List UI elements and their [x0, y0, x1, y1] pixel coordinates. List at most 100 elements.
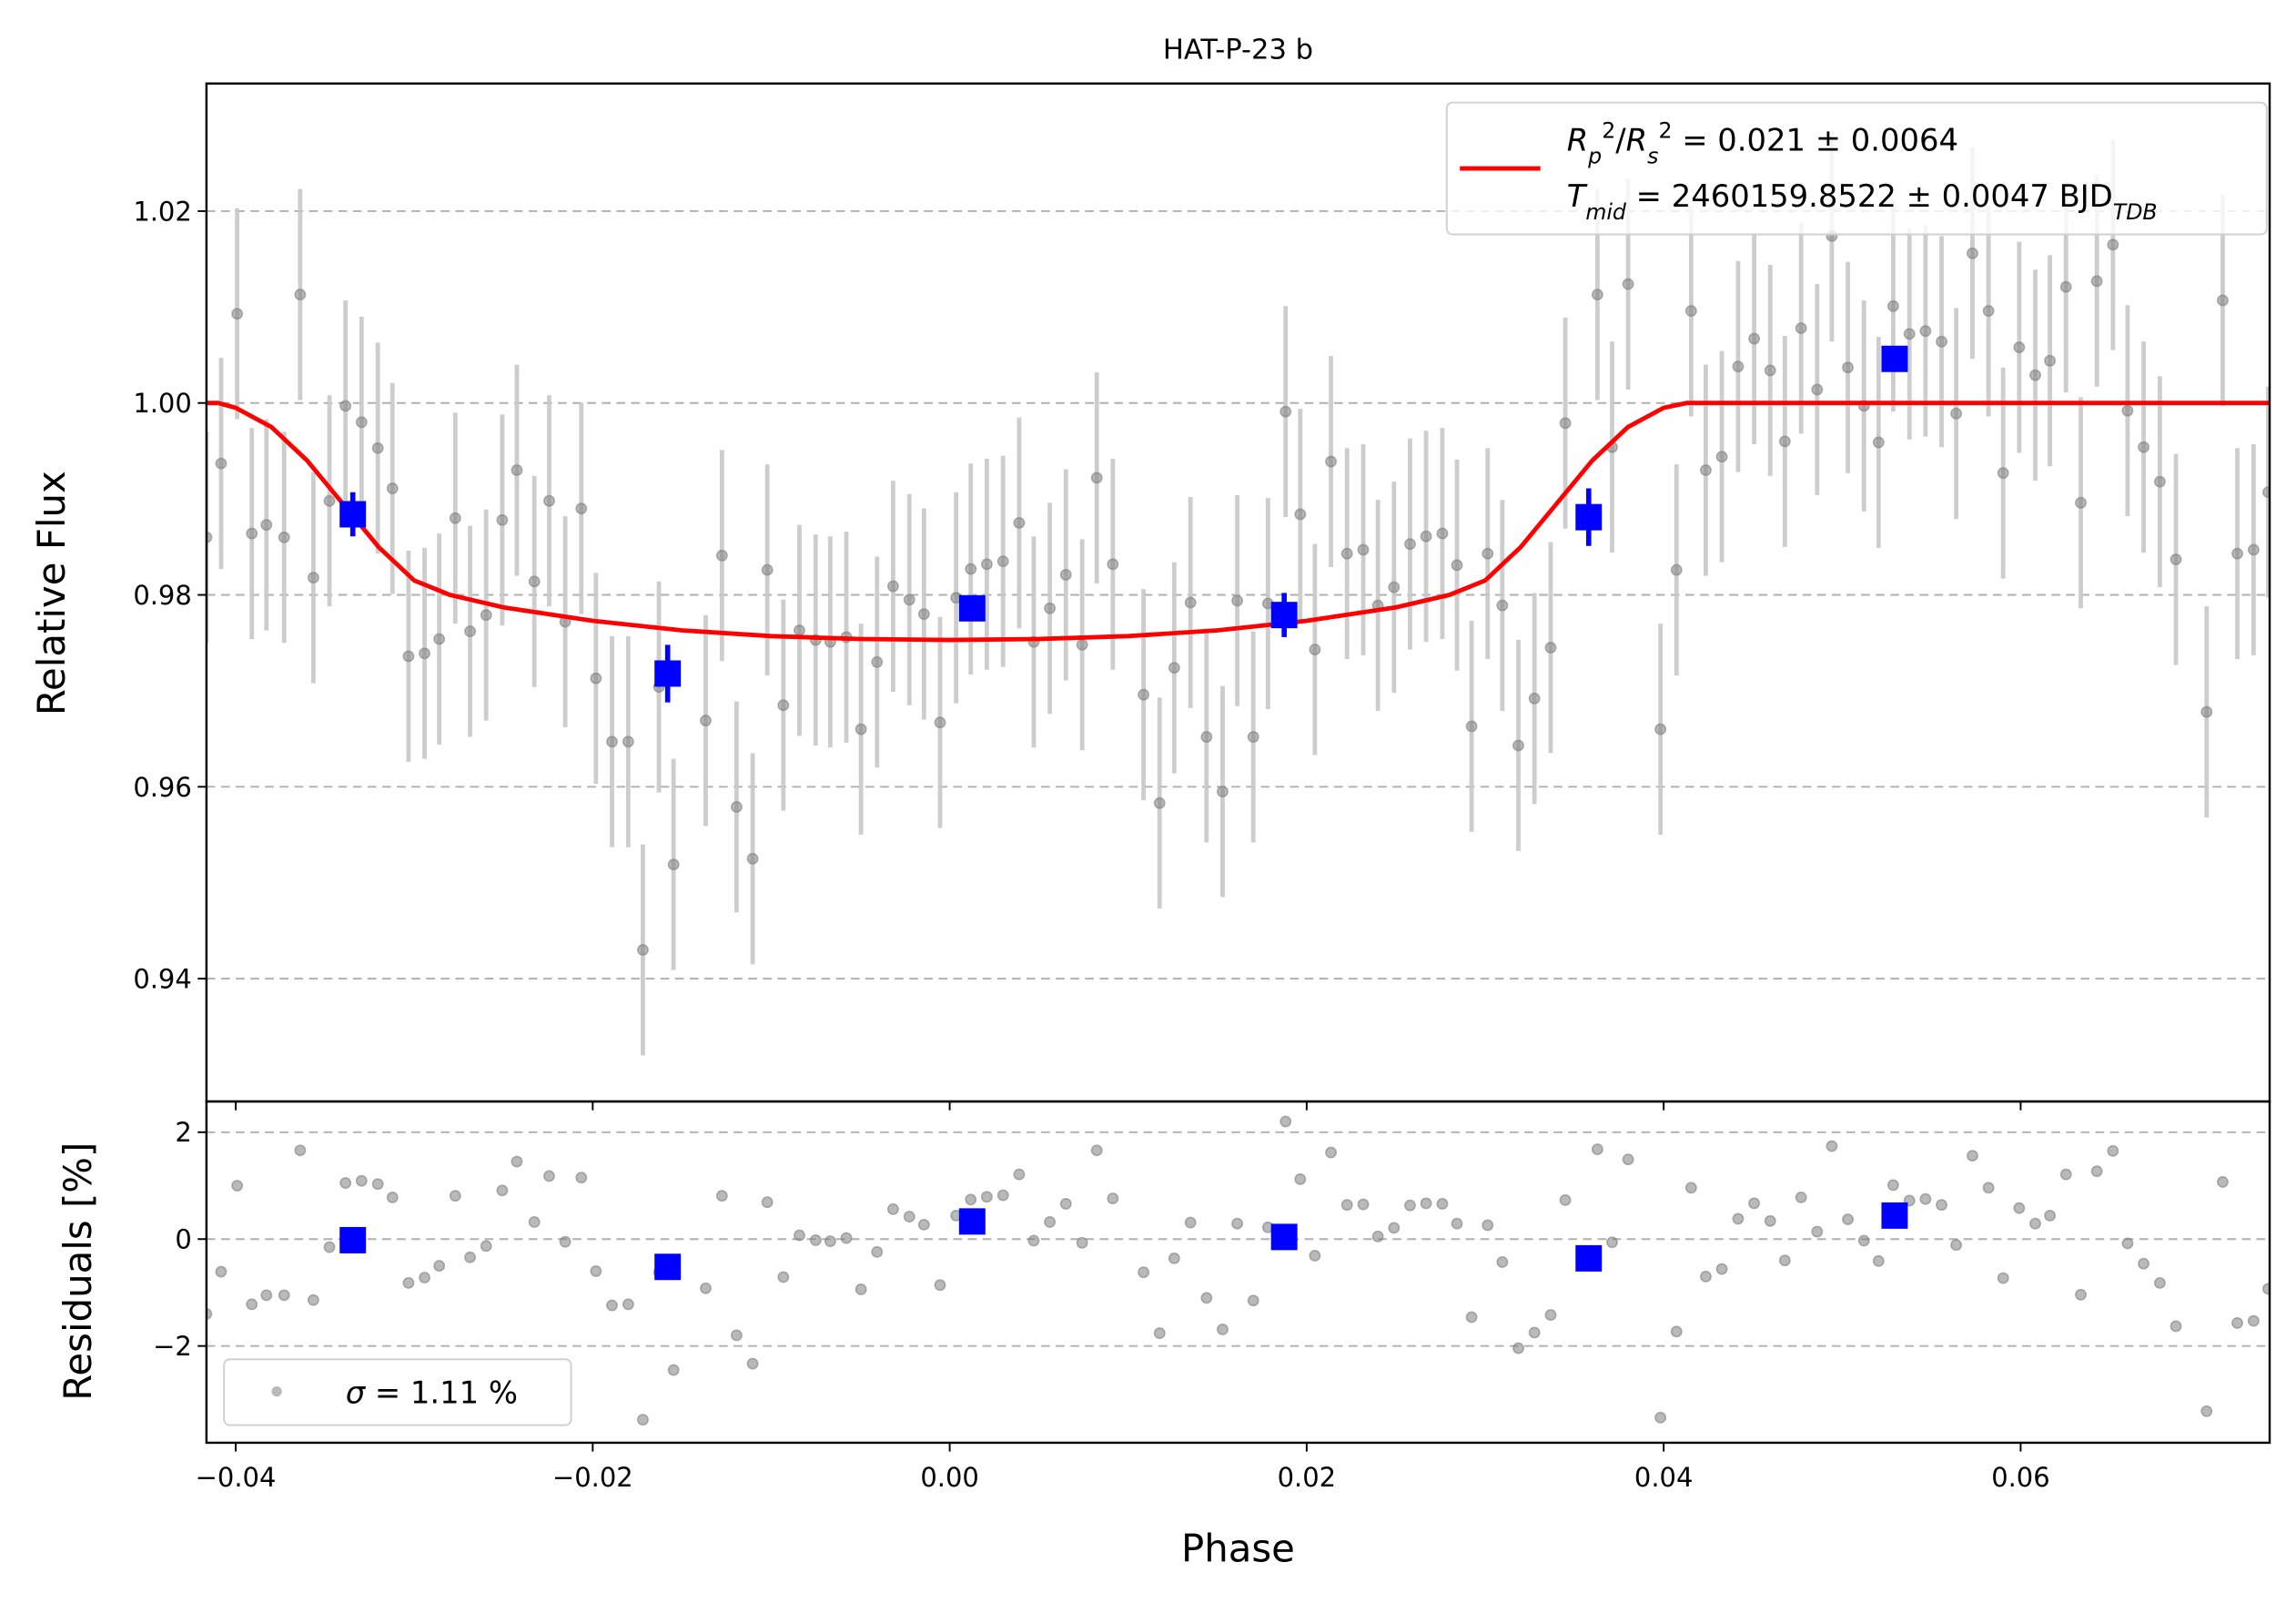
- data-point: [777, 699, 790, 712]
- data-point: [2262, 1283, 2271, 1295]
- data-point: [1420, 530, 1432, 543]
- data-point: [855, 1283, 867, 1295]
- legend-label-part: s: [1647, 144, 1658, 169]
- data-point: [2138, 441, 2149, 453]
- data-point: [1325, 1146, 1337, 1159]
- data-point: [1528, 1326, 1541, 1339]
- data-point: [1294, 1173, 1307, 1185]
- data-point: [996, 1189, 1009, 1202]
- y-tick-label: 0.96: [133, 772, 191, 803]
- data-point: [1168, 1252, 1180, 1264]
- data-point: [528, 575, 541, 588]
- data-point: [433, 1260, 446, 1273]
- data-point: [980, 1191, 993, 1203]
- data-point: [1044, 1216, 1057, 1228]
- data-point: [1059, 568, 1072, 581]
- data-point: [231, 308, 244, 320]
- data-point: [1700, 1270, 1712, 1283]
- data-point: [809, 1233, 822, 1246]
- legend-label-part: σ: [346, 1375, 367, 1411]
- data-point: [1606, 1236, 1618, 1249]
- data-point: [2013, 341, 2026, 354]
- data-point: [980, 558, 993, 571]
- data-point: [590, 672, 602, 685]
- data-point: [1732, 1212, 1745, 1225]
- legend-label-part: /: [1615, 123, 1626, 158]
- y-tick-label: 2: [175, 1117, 191, 1148]
- data-point: [1622, 1153, 1634, 1166]
- data-point: [371, 441, 384, 454]
- data-point: [965, 1193, 977, 1206]
- data-point: [1090, 472, 1103, 484]
- y-tick-label: 1.02: [133, 196, 191, 227]
- data-point: [1919, 1192, 1932, 1205]
- data-point: [1388, 1222, 1401, 1234]
- data-point: [2231, 547, 2243, 560]
- legend-label-part: 2: [1602, 118, 1615, 144]
- data-point: [1107, 558, 1119, 571]
- data-point: [606, 1299, 618, 1312]
- legend-label: σ = 1.11 %: [346, 1375, 518, 1411]
- data-point: [1217, 1324, 1229, 1335]
- data-point: [777, 1271, 790, 1283]
- binned-point: [958, 1208, 986, 1235]
- binned-point: [1270, 602, 1298, 629]
- y-tick-label: 0: [175, 1224, 191, 1255]
- data-point: [730, 801, 743, 813]
- data-point: [511, 464, 523, 476]
- legend-label-part: R: [1626, 123, 1647, 158]
- data-point: [1654, 723, 1667, 736]
- binned-point: [654, 1253, 682, 1281]
- data-point: [1059, 1198, 1072, 1210]
- data-point: [1732, 360, 1745, 373]
- data-point: [1795, 1191, 1807, 1203]
- data-point: [2090, 275, 2103, 288]
- data-point: [1684, 1182, 1697, 1194]
- data-point: [1559, 1193, 1572, 1206]
- data-point: [1936, 335, 1947, 348]
- data-point: [543, 494, 555, 507]
- legend-label: Rp2/Rs2 = 0.021 ± 0.0064: [1567, 118, 1958, 169]
- data-point: [543, 1170, 555, 1182]
- data-point: [1279, 405, 1292, 418]
- data-point: [1857, 1234, 1870, 1247]
- data-point: [2044, 354, 2057, 367]
- data-point: [1184, 596, 1197, 609]
- data-point: [2217, 294, 2229, 307]
- plot-area: [206, 130, 2271, 1056]
- data-point: [307, 1294, 319, 1306]
- data-point: [855, 723, 867, 736]
- data-point: [294, 1144, 307, 1157]
- data-point: [1512, 739, 1524, 752]
- x-tick-label: −0.04: [196, 1462, 277, 1493]
- data-point: [2029, 369, 2041, 381]
- data-point: [903, 1211, 915, 1223]
- data-point: [496, 513, 509, 526]
- data-point: [339, 1177, 352, 1190]
- data-point: [1076, 1236, 1088, 1249]
- binned-point: [1270, 1223, 1298, 1251]
- data-point: [1544, 642, 1557, 654]
- data-point: [419, 647, 430, 660]
- chart-title: HAT-P-23 b: [1163, 34, 1313, 66]
- legend-box: [1445, 101, 2268, 236]
- data-point: [1247, 1294, 1259, 1307]
- data-point: [2231, 1316, 2243, 1329]
- data-point: [464, 1251, 477, 1263]
- data-point: [636, 1414, 649, 1426]
- data-point: [294, 289, 307, 301]
- data-point: [206, 531, 213, 543]
- data-point: [1217, 786, 1229, 798]
- data-point: [1700, 464, 1712, 476]
- axes-frame: [205, 1100, 2271, 1445]
- data-point: [1886, 1179, 1899, 1192]
- data-point: [1950, 407, 1963, 420]
- data-point: [355, 1174, 368, 1187]
- data-point: [1451, 559, 1463, 572]
- data-point: [528, 1216, 541, 1228]
- data-point: [206, 1308, 213, 1320]
- data-point: [1013, 517, 1026, 529]
- data-point: [1090, 1144, 1103, 1157]
